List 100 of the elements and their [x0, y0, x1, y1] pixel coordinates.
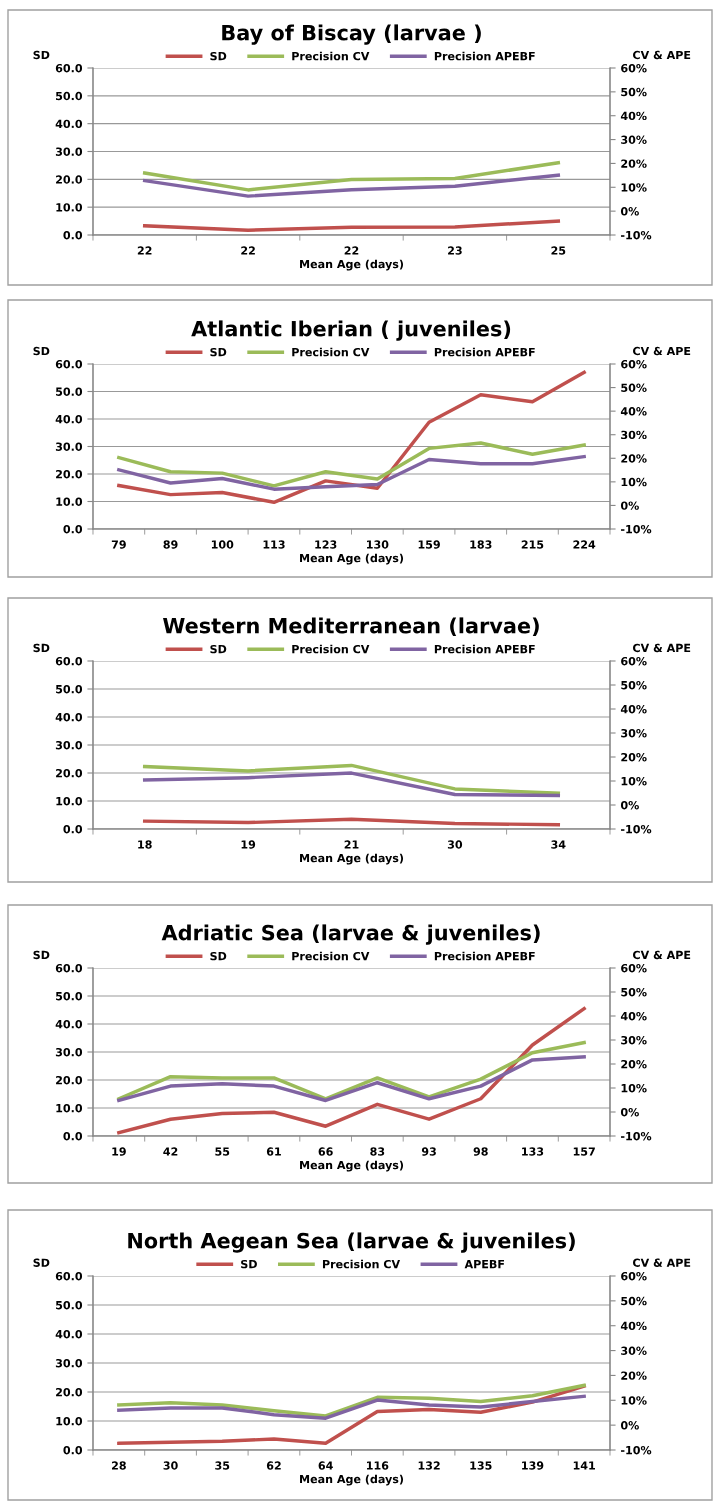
y2-tick-label: 0% [620, 207, 639, 216]
legend-label: SD [210, 347, 227, 357]
y2-tick-label: 60% [621, 63, 647, 73]
y-tick-label: 30.0 [55, 1358, 83, 1368]
chart-title: Western Mediterranean (larvae) [163, 617, 539, 636]
line-series [117, 441, 586, 488]
x-tick-label: 215 [521, 540, 544, 549]
y2-axis-title: CV & APE [633, 950, 691, 960]
y2-axis-title: CV & APE [633, 1258, 691, 1267]
line-series [117, 370, 586, 505]
legend-label: Precision CV [292, 644, 370, 654]
line-series [117, 1383, 586, 1418]
x-axis-title: Mean Age (days) [300, 853, 404, 865]
y2-tick-label: 50% [621, 680, 647, 690]
y-tick-label: 40.0 [55, 712, 83, 722]
x-axis-title: Mean Age (days) [300, 1474, 404, 1486]
y2-axis-title: CV & APE [633, 643, 691, 653]
legend-label: SD [210, 644, 227, 654]
y2-tick-label: -10% [621, 824, 652, 834]
chart-title: Atlantic Iberian ( juveniles) [191, 320, 511, 341]
line-series [117, 1006, 586, 1135]
y-tick-label: 0.0 [63, 1131, 83, 1141]
legend-label: Precision APEBF [434, 51, 535, 61]
y2-tick-label: 20% [621, 159, 647, 168]
y2-tick-label: 40% [620, 704, 647, 714]
y2-tick-label: 50% [621, 1296, 647, 1306]
x-tick-label: 135 [470, 1461, 492, 1470]
y-tick-label: 20.0 [56, 469, 83, 479]
y-axis-title: SD [33, 643, 50, 653]
legend-label: Precision CV [292, 951, 370, 961]
y-axis-title: SD [33, 1258, 50, 1267]
y2-tick-label: 50% [621, 987, 647, 997]
y-tick-label: 60.0 [55, 963, 83, 973]
x-tick-label: 30 [447, 840, 463, 849]
y2-tick-label: -10% [621, 524, 652, 534]
x-tick-label: 183 [470, 540, 492, 549]
y-tick-label: 10.0 [56, 796, 83, 806]
y-tick-label: 10.0 [56, 497, 83, 506]
x-tick-label: 130 [367, 540, 389, 549]
x-tick-label: 19 [241, 840, 256, 849]
y2-tick-label: 50% [621, 87, 647, 97]
y-tick-label: 30.0 [55, 740, 83, 750]
y2-tick-label: 20% [621, 1371, 647, 1380]
x-tick-label: 100 [211, 540, 234, 549]
y2-axis-title: CV & APE [633, 346, 691, 356]
x-tick-label: 123 [315, 540, 337, 549]
x-tick-label: 28 [112, 1461, 126, 1470]
chart-title: North Aegean Sea (larvae & juveniles) [128, 1232, 575, 1253]
y2-tick-label: 20% [621, 454, 647, 463]
y2-tick-label: 0% [620, 501, 639, 510]
legend-label: SD [210, 51, 227, 61]
legend-label: SD [210, 951, 227, 961]
x-tick-label: 22 [241, 246, 255, 255]
y2-tick-label: 50% [621, 383, 647, 392]
x-tick-label: 55 [215, 1147, 230, 1156]
y2-tick-label: 0% [620, 1421, 639, 1430]
line-series [142, 763, 561, 795]
y-tick-label: 40.0 [55, 1019, 83, 1029]
y2-tick-label: 40% [620, 407, 647, 416]
y2-tick-label: 0% [620, 1107, 639, 1117]
y2-tick-label: 10% [621, 183, 647, 192]
x-tick-label: 30 [163, 1461, 178, 1470]
x-tick-label: 98 [473, 1147, 488, 1156]
y-tick-label: 60.0 [55, 63, 83, 73]
x-tick-label: 89 [163, 540, 178, 549]
y2-tick-label: 60% [621, 656, 647, 666]
line-series [117, 1384, 586, 1446]
y-axis-title: SD [33, 346, 50, 356]
x-tick-label: 133 [522, 1147, 544, 1156]
x-tick-label: 21 [344, 840, 359, 849]
y2-tick-label: 20% [621, 752, 647, 762]
legend-label: Precision APEBF [434, 951, 535, 961]
x-tick-label: 19 [112, 1147, 126, 1156]
y2-tick-label: 10% [621, 477, 647, 487]
chart-title: Adriatic Sea (larvae & juveniles) [161, 924, 540, 945]
y-tick-label: 20.0 [56, 1387, 83, 1397]
y-tick-label: 40.0 [55, 119, 83, 129]
y2-tick-label: 30% [621, 1035, 647, 1045]
y-tick-label: 10.0 [56, 203, 83, 212]
x-axis-title: Mean Age (days) [300, 553, 404, 565]
x-tick-label: 157 [573, 1147, 595, 1156]
x-tick-label: 159 [418, 540, 440, 549]
line-series [142, 160, 561, 192]
y-tick-label: 50.0 [56, 387, 83, 396]
legend-label: Precision CV [292, 51, 370, 61]
line-series [117, 454, 586, 491]
x-tick-label: 42 [163, 1147, 178, 1156]
x-tick-label: 23 [448, 246, 462, 255]
y-tick-label: 50.0 [56, 684, 83, 694]
y2-tick-label: 10% [621, 1083, 647, 1093]
legend-label: Precision CV [292, 347, 370, 357]
y-tick-label: 0.0 [63, 524, 83, 534]
y-tick-label: 0.0 [63, 230, 83, 240]
x-tick-label: 34 [551, 840, 566, 849]
y2-tick-label: 10% [621, 1396, 647, 1405]
y2-tick-label: 60% [621, 963, 647, 973]
x-tick-label: 141 [573, 1461, 595, 1470]
legend-label: Precision APEBF [434, 347, 535, 357]
y-tick-label: 60.0 [55, 656, 83, 666]
y2-tick-label: 60% [621, 359, 647, 369]
